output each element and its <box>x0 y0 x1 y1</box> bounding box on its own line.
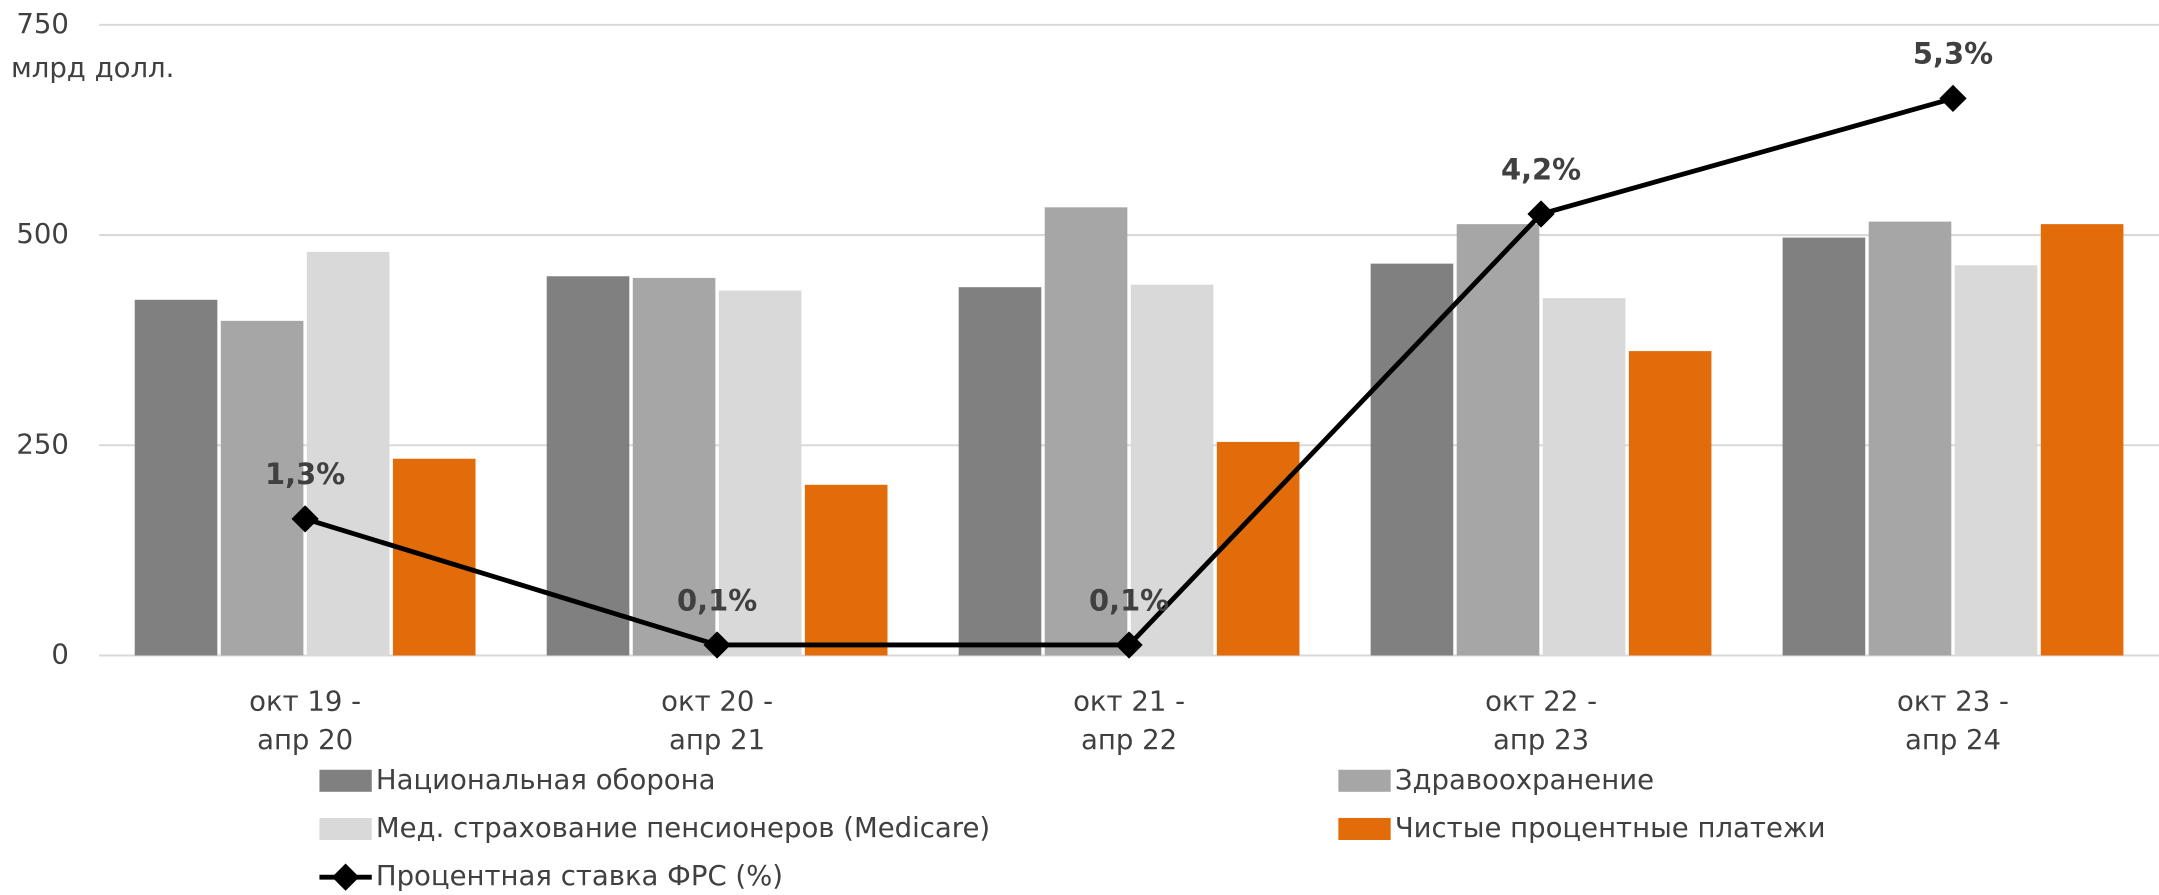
legend-label: Национальная оборона <box>376 764 716 796</box>
x-tick-label: окт 21 -апр 22 <box>1073 685 1185 756</box>
bar <box>958 287 1042 656</box>
legend-label: Чистые процентные платежи <box>1395 812 1826 844</box>
bar <box>220 320 304 656</box>
bar <box>546 276 630 656</box>
bar <box>632 277 716 656</box>
data-label: 5,3% <box>1913 37 1993 71</box>
line-marker <box>291 505 319 533</box>
bar <box>1954 265 2038 656</box>
legend-swatch <box>319 769 372 792</box>
bar <box>1216 441 1300 656</box>
legend-swatch <box>319 817 372 840</box>
x-tick-label: окт 22 -апр 23 <box>1485 685 1597 756</box>
bar <box>306 251 390 656</box>
legend-label: Процентная ставка ФРС (%) <box>376 860 783 891</box>
y-tick-label: 250 <box>16 428 69 460</box>
bar <box>1542 298 1626 656</box>
y-tick-label: 500 <box>16 218 69 250</box>
bar <box>2040 224 2124 656</box>
line-marker <box>1939 84 1967 113</box>
legend-swatch <box>1338 769 1391 792</box>
data-label: 0,1% <box>677 583 757 617</box>
bar <box>1628 351 1712 656</box>
legend-marker <box>331 863 360 891</box>
bar <box>1782 237 1866 656</box>
bar <box>1130 284 1214 656</box>
data-label: 4,2% <box>1501 152 1581 186</box>
y-axis-label: млрд долл. <box>11 52 174 84</box>
bar <box>1868 221 1952 656</box>
legend-label: Здравоохранение <box>1395 764 1654 796</box>
y-tick-label: 750 <box>16 8 69 40</box>
x-tick-label: окт 20 -апр 21 <box>661 685 773 756</box>
bar <box>1370 263 1454 656</box>
legend-label: Мед. страхование пенсионеров (Medicare) <box>376 812 990 844</box>
x-tick-label: окт 23 -апр 24 <box>1897 685 2009 756</box>
legend-swatch <box>1338 817 1391 840</box>
x-tick-label: окт 19 -апр 20 <box>249 685 361 756</box>
bar <box>804 484 888 656</box>
data-label: 1,3% <box>265 457 345 491</box>
bar <box>718 290 802 656</box>
bar <box>1456 224 1540 656</box>
bar <box>1044 207 1128 656</box>
y-tick-label: 0 <box>51 638 69 670</box>
bar <box>134 299 218 656</box>
data-label: 0,1% <box>1089 583 1169 617</box>
